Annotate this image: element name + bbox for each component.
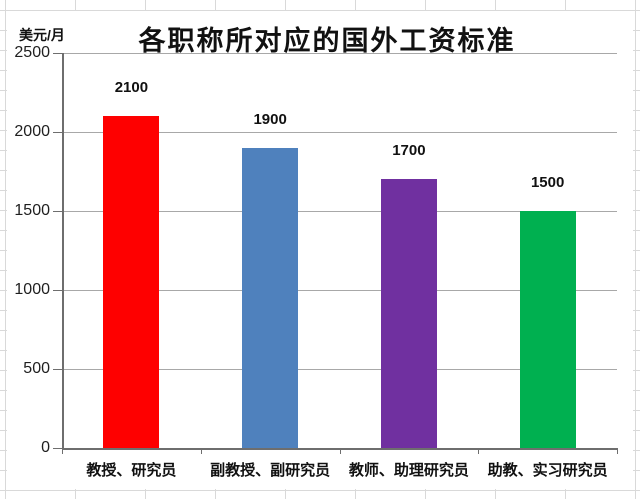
y-tick-label: 2000 <box>14 123 50 140</box>
bar-2 <box>242 147 299 448</box>
y-axis-line <box>62 53 64 448</box>
y-tick-label: 1500 <box>14 202 50 219</box>
x-tick-mark <box>478 448 480 454</box>
x-tick-mark <box>200 448 202 454</box>
x-tick-mark <box>62 448 63 454</box>
y-tick-label: 500 <box>23 360 50 377</box>
x-category-label: 教师、助理研究员 <box>348 462 469 479</box>
y-tick-mark <box>53 290 62 291</box>
y-tick-mark <box>53 448 62 449</box>
chart-title: 各职称所对应的国外工资标准 <box>138 26 516 56</box>
y-tick-label: 1000 <box>14 281 50 298</box>
y-tick-mark <box>53 369 62 370</box>
y-tick-mark <box>53 132 62 133</box>
gridline-2500 <box>62 53 617 54</box>
x-category-label: 教授、研究员 <box>86 462 177 479</box>
y-axis-unit-label: 美元/月 <box>19 27 65 43</box>
gridline-2000 <box>62 132 617 133</box>
bar-1 <box>103 116 160 448</box>
y-tick-mark <box>53 53 62 54</box>
y-tick-label: 0 <box>41 439 50 456</box>
bar-value-label: 1700 <box>392 142 426 160</box>
x-category-label: 助教、实习研究员 <box>487 462 608 479</box>
gridline-1000 <box>62 290 617 291</box>
x-tick-mark <box>339 448 341 454</box>
bar-value-label: 1900 <box>253 110 287 128</box>
gridline-500 <box>62 369 617 370</box>
y-tick-mark <box>53 211 62 212</box>
x-category-label: 副教授、副研究员 <box>210 462 331 479</box>
gridline-1500 <box>62 211 617 212</box>
bar-value-label: 1500 <box>530 174 565 191</box>
x-tick-mark <box>617 448 618 454</box>
bar-value-label: 2100 <box>114 79 149 97</box>
bar-4 <box>519 211 576 448</box>
bar-3 <box>380 179 437 448</box>
y-tick-label: 2500 <box>14 44 50 61</box>
